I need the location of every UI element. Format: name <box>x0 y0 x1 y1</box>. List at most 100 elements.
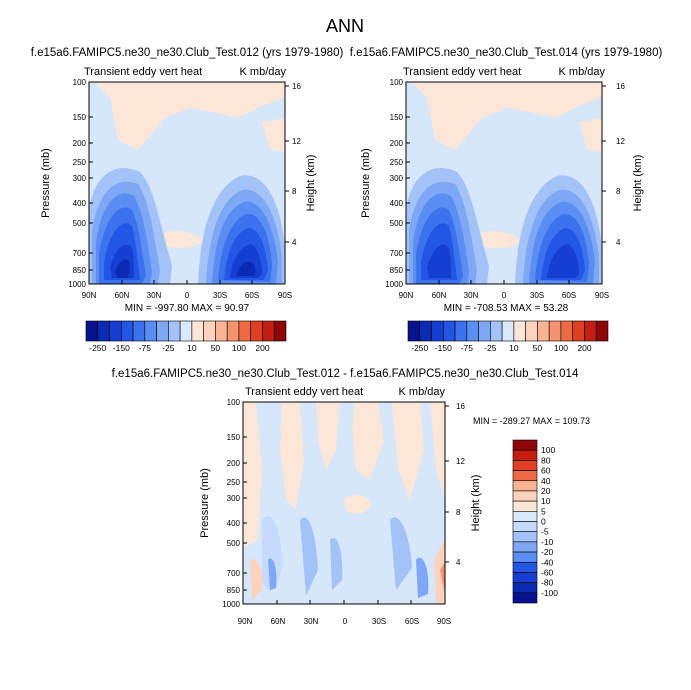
colorbar-top-left-swatch <box>191 320 204 342</box>
colorbar-top-right-swatch <box>548 320 562 342</box>
colorbar-top-left-label: -150 <box>113 343 130 353</box>
panel-3-p-tick: 100 <box>227 398 241 407</box>
colorbar-top-left-swatch <box>238 320 252 342</box>
colorbar-top-right-swatch <box>595 320 609 342</box>
panel-3-lat-tick: 30S <box>372 617 386 626</box>
colorbar-top-right-label: 50 <box>533 343 543 353</box>
panel-3-p-tick: 700 <box>227 569 241 578</box>
panel-2-p-tick: 200 <box>390 139 404 148</box>
panel-2-height-axis: 16 12 8 4 <box>602 82 625 247</box>
colorbar-top-right-label: -250 <box>411 343 428 353</box>
panel-1-p-tick: 200 <box>73 139 87 148</box>
panel-1-h-tick: 8 <box>292 187 297 196</box>
colorbar-top-right-swatch <box>490 320 503 342</box>
panel-1-lat-tick: 90S <box>278 291 292 300</box>
panel-2-stats: MIN = -708.53 MAX = 53.28 <box>444 303 569 314</box>
panel-2-lat-tick: 90S <box>595 291 609 300</box>
colorbar-top-left-label: -75 <box>139 343 152 353</box>
panel-2-ylabel-right: Height (km) <box>632 155 644 212</box>
colorbar-top-left-label: 100 <box>232 343 246 353</box>
colorbar-difference-swatch <box>512 500 538 512</box>
panel-1-h-tick: 4 <box>292 238 297 247</box>
colorbar-difference-swatch <box>512 449 538 461</box>
panel-1-p-tick: 150 <box>73 113 87 122</box>
colorbar-top-left-swatch <box>144 320 157 342</box>
panel-1-p-tick: 850 <box>73 266 87 275</box>
colorbar-top-left-swatch <box>156 320 169 342</box>
colorbar-difference-label: -100 <box>541 588 558 598</box>
colorbar-top-left-swatch <box>97 320 110 342</box>
panel-1-p-tick: 100 <box>73 78 87 87</box>
colorbar-top-right-swatch <box>419 320 432 342</box>
panel-3-lat-tick: 30N <box>304 617 319 626</box>
panel-1-lat-tick: 0 <box>185 291 190 300</box>
colorbar-difference-label: 60 <box>541 466 551 476</box>
panel-2-lat-tick: 60N <box>432 291 447 300</box>
panel-3-h-tick: 12 <box>456 457 465 466</box>
panel-2-p-tick: 300 <box>390 174 404 183</box>
colorbar-top-right-label: 200 <box>577 343 591 353</box>
colorbar-top-right-swatch <box>478 320 491 342</box>
panel-3-h-tick: 8 <box>456 508 461 517</box>
colorbar-top-left: -250 -150 -75 -25 10 50 100 200 <box>85 320 287 353</box>
colorbar-top-right-swatch <box>537 320 550 342</box>
colorbar-difference-swatch <box>512 490 538 502</box>
colorbar-top-right-swatch <box>584 320 597 342</box>
panel-1-h-tick: 16 <box>292 82 301 91</box>
panel-3-lat-tick: 90N <box>238 617 253 626</box>
colorbar-top-right: -250 -150 -75 -25 10 50 100 200 <box>407 320 609 353</box>
colorbar-top-right-swatch <box>407 320 421 342</box>
panel-2-p-tick: 500 <box>390 219 404 228</box>
panel-2-contour-field <box>406 82 602 284</box>
colorbar-difference-swatch <box>512 561 538 573</box>
panel-3-lat-tick: 60S <box>405 617 419 626</box>
colorbar-top-right-label: -150 <box>435 343 452 353</box>
panel-3-pressure-axis: 100 150 200 250 300 400 500 700 850 1000 <box>222 398 247 609</box>
colorbar-difference-swatch <box>512 531 538 543</box>
panel-3-units-label: K mb/day <box>399 386 446 398</box>
panel-3-title: f.e15a6.FAMIPC5.ne30_ne30.Club_Test.012 … <box>112 368 579 380</box>
panel-1: f.e15a6.FAMIPC5.ne30_ne30.Club_Test.012 … <box>31 47 344 353</box>
panel-3-contour-field <box>243 402 445 604</box>
colorbar-difference-swatch <box>512 460 538 471</box>
colorbar-difference-swatch <box>512 541 538 553</box>
panel-3-h-tick: 4 <box>456 558 461 567</box>
panel-1-lat-tick: 30S <box>213 291 227 300</box>
panel-1-lat-tick: 60N <box>115 291 130 300</box>
panel-1-lat-axis: 90N 60N 30N 0 30S 60S 90S <box>82 280 292 300</box>
panel-1-p-tick: 1000 <box>68 280 86 289</box>
panel-1-height-axis: 16 12 8 4 <box>285 82 301 247</box>
panel-2-ylabel-left: Pressure (mb) <box>360 148 372 218</box>
panel-2-h-tick: 12 <box>616 137 625 146</box>
colorbar-top-left-swatch <box>203 320 216 342</box>
panel-1-lat-tick: 60S <box>245 291 259 300</box>
panel-3-p-tick: 1000 <box>222 600 240 609</box>
panel-2-lat-axis: 90N 60N 30N 0 30S 60S 90S <box>399 280 609 300</box>
figure-title: ANN <box>326 16 364 36</box>
panel-2-p-tick: 100 <box>390 78 404 87</box>
colorbar-top-right-label: 100 <box>554 343 568 353</box>
panel-2-h-tick: 16 <box>616 82 625 91</box>
panel-2: f.e15a6.FAMIPC5.ne30_ne30.Club_Test.014 … <box>350 47 663 353</box>
panel-1-ylabel-left: Pressure (mb) <box>40 148 52 218</box>
panel-1-lat-tick: 30N <box>147 291 162 300</box>
panel-1-p-tick: 700 <box>73 249 87 258</box>
colorbar-difference-swatch <box>512 439 538 451</box>
panel-2-p-tick: 700 <box>390 249 404 258</box>
colorbar-top-right-label: 10 <box>509 343 519 353</box>
panel-2-h-tick: 4 <box>616 238 621 247</box>
panel-2-title: f.e15a6.FAMIPC5.ne30_ne30.Club_Test.014 … <box>350 47 663 59</box>
colorbar-difference-swatch <box>512 572 538 583</box>
panel-3-p-tick: 150 <box>227 433 241 442</box>
panel-1-title: f.e15a6.FAMIPC5.ne30_ne30.Club_Test.012 … <box>31 47 344 59</box>
colorbar-top-left-swatch <box>85 320 99 342</box>
panel-1-lat-tick: 90N <box>82 291 97 300</box>
panel-2-h-tick: 8 <box>616 187 621 196</box>
panel-3: f.e15a6.FAMIPC5.ne30_ne30.Club_Test.012 … <box>112 368 590 626</box>
panel-3-p-tick: 850 <box>227 586 241 595</box>
colorbar-top-right-label: -75 <box>461 343 474 353</box>
colorbar-difference-label: 80 <box>541 455 551 465</box>
colorbar-top-right-swatch <box>525 320 538 342</box>
colorbar-difference-swatch <box>512 470 538 482</box>
panel-3-p-tick: 250 <box>227 478 241 487</box>
